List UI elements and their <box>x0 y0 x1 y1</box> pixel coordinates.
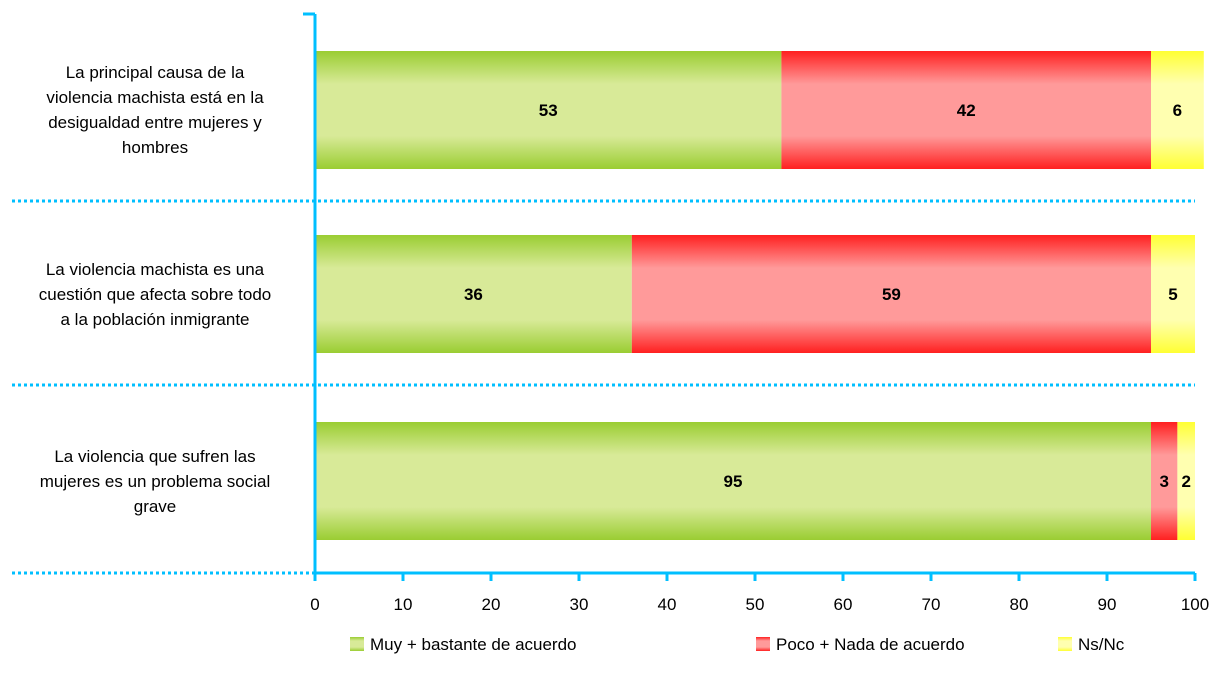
legend-label-1: Muy + bastante de acuerdo <box>370 635 577 654</box>
legend-swatch-3 <box>1058 637 1072 651</box>
bar-2-series-1 <box>315 235 632 353</box>
bar-3-series-1 <box>315 422 1151 540</box>
x-tick-label-80: 80 <box>1010 595 1029 614</box>
data-label-1-series-3: 6 <box>1173 101 1182 120</box>
bar-2-series-2 <box>631 235 1151 353</box>
category-label-2: La violencia machista es una cuestión que… <box>38 259 272 329</box>
x-tick-label-20: 20 <box>482 595 501 614</box>
x-tick-label-0: 0 <box>310 595 319 614</box>
x-tick-label-50: 50 <box>746 595 765 614</box>
data-label-2-series-3: 5 <box>1168 285 1177 304</box>
data-label-3-series-1: 95 <box>724 472 743 491</box>
x-tick-label-100: 100 <box>1181 595 1209 614</box>
x-tick-label-30: 30 <box>570 595 589 614</box>
bar-3-series-3 <box>1177 422 1195 540</box>
data-label-2-series-2: 59 <box>882 285 901 304</box>
bar-2-series-3 <box>1151 235 1195 353</box>
bar-1-series-2 <box>781 51 1151 169</box>
category-label-1: La principal causa de la violencia machis… <box>46 63 264 157</box>
bar-1-series-1 <box>315 51 782 169</box>
legend-swatch-1 <box>350 637 364 651</box>
data-label-3-series-3: 2 <box>1181 472 1190 491</box>
category-label-3: La violencia que sufren las mujeres es un… <box>39 446 271 516</box>
x-tick-label-60: 60 <box>834 595 853 614</box>
data-label-1-series-1: 53 <box>539 101 558 120</box>
bar-3-series-2 <box>1151 422 1178 540</box>
data-label-3-series-2: 3 <box>1159 472 1168 491</box>
bar-1-series-3 <box>1151 51 1204 169</box>
legend-label-2: Poco + Nada de acuerdo <box>776 635 965 654</box>
data-label-1-series-2: 42 <box>957 101 976 120</box>
legend-swatch-2 <box>756 637 770 651</box>
x-tick-label-10: 10 <box>394 595 413 614</box>
x-tick-label-70: 70 <box>922 595 941 614</box>
legend-label-3: Ns/Nc <box>1078 635 1125 654</box>
data-label-2-series-1: 36 <box>464 285 483 304</box>
x-tick-label-90: 90 <box>1098 595 1117 614</box>
x-tick-label-40: 40 <box>658 595 677 614</box>
